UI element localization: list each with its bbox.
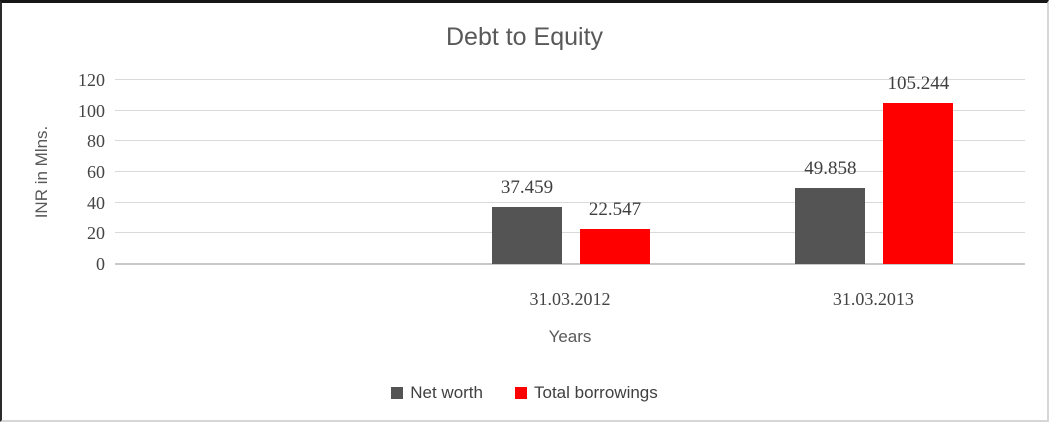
gridline: [115, 171, 1025, 172]
data-label-net-worth-31.03.2013: 49.858: [804, 157, 857, 179]
bar-total-borrowings-31.03.2012: [580, 229, 650, 264]
x-axis-title: Years: [548, 327, 592, 346]
y-tick-label: 80: [87, 131, 105, 152]
y-tick-label: 40: [87, 192, 105, 213]
x-category-label: 31.03.2013: [832, 289, 914, 309]
data-label-total-borrowings-31.03.2013: 105.244: [887, 72, 950, 94]
legend-label: Total borrowings: [533, 383, 658, 402]
legend-item-total-borrowings: Total borrowings: [514, 383, 658, 403]
x-category-label: 31.03.2012: [529, 289, 611, 309]
gridline: [115, 201, 1025, 203]
y-tick-label: 60: [87, 162, 105, 182]
x-axis-line: [115, 263, 1025, 265]
y-tick-label: 100: [78, 100, 105, 121]
data-label-total-borrowings-31.03.2012: 22.547: [588, 199, 642, 221]
gridline: [115, 79, 1025, 80]
chart-title: Debt to Equity: [445, 23, 604, 51]
net-worth-swatch-icon: [391, 387, 404, 399]
y-tick-label: 120: [78, 70, 105, 90]
gridline: [115, 109, 1025, 111]
legend: Net worth Total borrowings: [2, 383, 1047, 403]
bar-net-worth-31.03.2012: [492, 206, 562, 264]
gridline: [115, 140, 1025, 142]
bar-net-worth-31.03.2013: [795, 187, 866, 264]
legend-label: Net worth: [410, 383, 483, 402]
data-label-net-worth-31.03.2012: 37.459: [500, 176, 554, 198]
y-tick-label: 20: [87, 223, 105, 244]
legend-item-net-worth: Net worth: [391, 383, 483, 403]
bar-total-borrowings-31.03.2013: [883, 102, 954, 264]
y-tick-label: 0: [96, 254, 105, 274]
total-borrowings-swatch-icon: [514, 387, 527, 399]
gridline: [115, 232, 1025, 234]
